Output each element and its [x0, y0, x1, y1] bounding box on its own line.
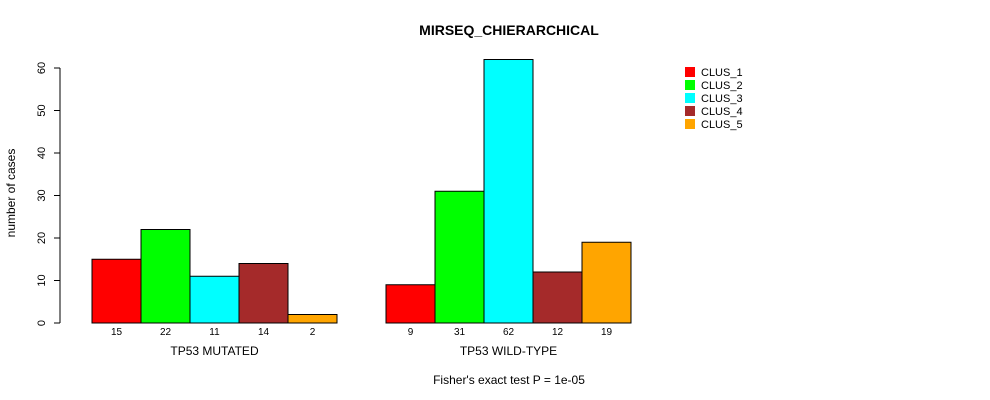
bar-count-label: 14	[258, 327, 270, 338]
bars: 15 22 11 14 2 TP53 MUTATED 9 31 62 12 19 TP53 WILD-…	[91, 59, 632, 358]
group-label: TP53 WILD-TYPE	[460, 344, 557, 358]
group-label: TP53 MUTATED	[170, 344, 259, 358]
bar	[189, 275, 240, 324]
bar-count-label: 31	[454, 327, 466, 338]
legend-swatch	[685, 93, 695, 103]
bar	[532, 271, 583, 324]
legend-swatch	[685, 67, 695, 77]
bar-count-label: 11	[209, 327, 220, 338]
bar-count-label: 9	[408, 327, 414, 338]
bar	[581, 241, 632, 324]
y-tick-label: 0	[36, 320, 48, 326]
bar-count-label: 15	[111, 327, 123, 338]
bar-count-label: 19	[601, 327, 613, 338]
legend-swatch	[685, 106, 695, 116]
y-tick-label: 10	[36, 274, 48, 286]
legend-label: CLUS_3	[701, 93, 743, 105]
bar	[91, 258, 142, 324]
bar-count-label: 22	[160, 327, 172, 338]
y-tick-label: 60	[36, 62, 48, 74]
bar	[483, 59, 534, 324]
bar	[238, 263, 289, 324]
chart-title: MIRSEQ_CHIERARCHICAL	[419, 22, 599, 38]
y-tick-label: 40	[36, 147, 48, 159]
bar-count-label: 2	[310, 327, 316, 338]
y-tick-label: 50	[36, 104, 48, 116]
legend-label: CLUS_4	[701, 106, 743, 118]
bar-count-label: 12	[552, 327, 564, 338]
legend-swatch	[685, 80, 695, 90]
y-tick-label: 30	[36, 189, 48, 201]
legend-label: CLUS_5	[701, 119, 743, 131]
footnote: Fisher's exact test P = 1e-05	[433, 373, 585, 387]
bar-count-label: 62	[503, 327, 515, 338]
legend-label: CLUS_2	[701, 80, 743, 92]
legend-swatch	[685, 119, 695, 129]
bar	[140, 229, 191, 324]
bar	[287, 314, 338, 324]
y-axis-label: number of cases	[4, 149, 18, 238]
bar	[434, 190, 485, 324]
y-axis: 0 10 20 30 40 50 60	[36, 62, 61, 326]
bar	[385, 284, 436, 324]
y-tick-label: 20	[36, 232, 48, 244]
legend-label: CLUS_1	[701, 67, 743, 79]
